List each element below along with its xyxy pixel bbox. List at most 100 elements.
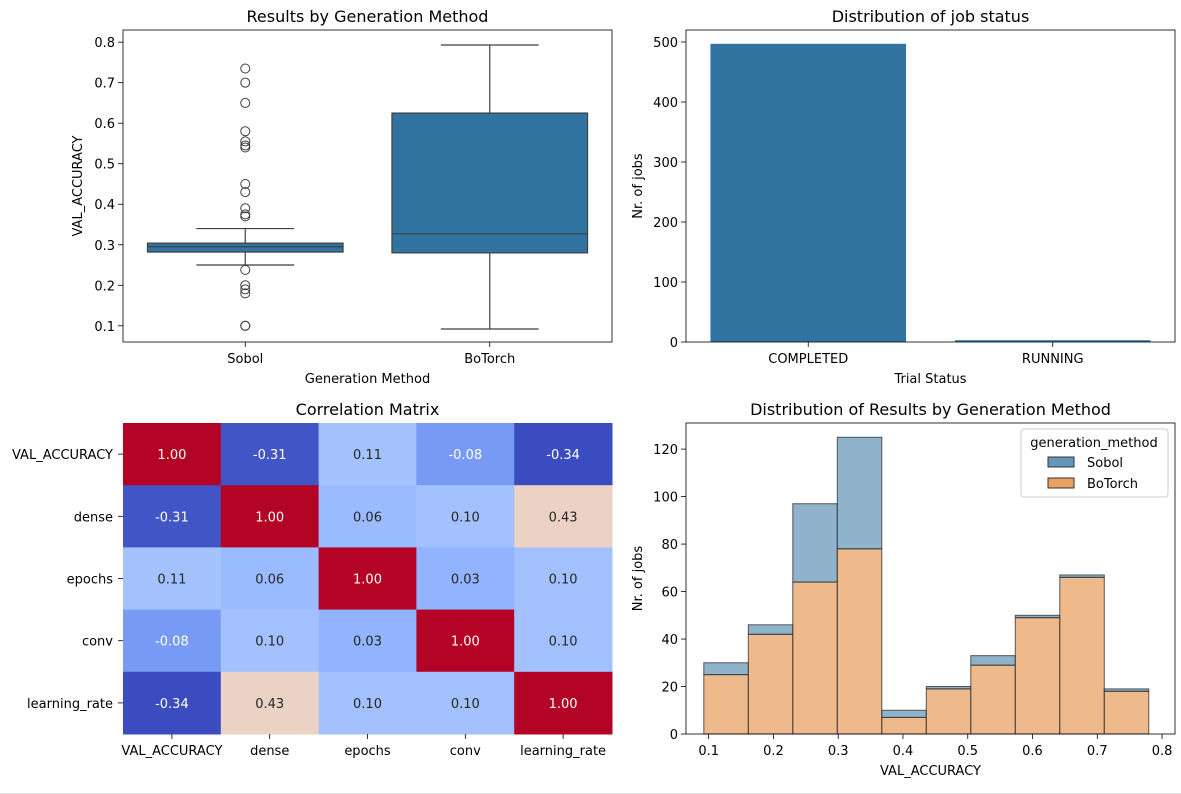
- hist-bar-botorch: [881, 716, 927, 735]
- x-tick-label: 0.7: [1087, 744, 1108, 759]
- x-tick-label: 0.5: [957, 744, 978, 759]
- x-axis-label: VAL_ACCURACY: [880, 764, 981, 779]
- y-tick-label: 100: [653, 491, 678, 506]
- y-tick-label: 0.4: [94, 198, 115, 213]
- heatmap-cell: [416, 547, 515, 611]
- heatmap-cell: [318, 547, 417, 611]
- heatmap-cell-label: 0.11: [353, 448, 382, 463]
- heatmap-cell: [220, 485, 320, 548]
- y-tick-label: 400: [653, 96, 678, 111]
- heatmap-cell-label: -0.34: [546, 448, 580, 463]
- y-tick-label: dense: [74, 510, 113, 525]
- outlier-point: [240, 288, 251, 299]
- heatmap-cell-label: -0.31: [155, 510, 189, 525]
- x-tick-label: dense: [250, 744, 289, 759]
- outlier-point: [240, 63, 251, 74]
- outlier-point: [240, 211, 251, 222]
- legend-label-botorch: BoTorch: [1087, 477, 1138, 492]
- heatmap-cell: [123, 671, 222, 735]
- bar-completed: [710, 43, 907, 343]
- heatmap-cell-label: 0.11: [157, 573, 186, 588]
- hist-bar-botorch: [703, 674, 749, 735]
- axes-frame: [685, 422, 1176, 735]
- outlier-point: [240, 77, 251, 88]
- hist-bar-botorch: [1014, 617, 1061, 735]
- hist-bar-botorch: [792, 581, 838, 735]
- heatmap-cell: [123, 423, 222, 486]
- legend-swatch-botorch: [1047, 477, 1075, 489]
- heatmap-cell-label: 0.10: [549, 573, 578, 588]
- hist-bar-sobol: [1014, 614, 1061, 619]
- y-tick-label: 0.1: [94, 320, 115, 335]
- x-tick-label: 0.8: [1152, 744, 1173, 759]
- y-tick-label: 200: [653, 216, 678, 231]
- y-tick-label: 0.3: [94, 239, 115, 254]
- heatmap-cell-label: 1.00: [353, 573, 382, 588]
- heatmap-cell: [318, 423, 417, 486]
- y-tick-label: 120: [653, 443, 678, 458]
- hist-bar-sobol: [925, 686, 972, 690]
- y-tick-label: learning_rate: [27, 697, 113, 712]
- heatmap-cell: [318, 671, 417, 735]
- y-tick-label: 80: [661, 538, 678, 553]
- chart-title: Correlation Matrix: [296, 400, 440, 419]
- x-tick-label: epochs: [344, 744, 391, 759]
- heatmap-cell-label: 0.10: [549, 635, 578, 650]
- x-tick-label: 0.6: [1022, 744, 1043, 759]
- legend-swatch-sobol: [1047, 456, 1075, 468]
- x-tick-label: 0.2: [763, 744, 784, 759]
- heatmap-cell: [416, 609, 515, 673]
- x-tick-label: BoTorch: [464, 352, 515, 367]
- heatmap-cell-label: 0.43: [255, 697, 284, 712]
- y-tick-label: 60: [661, 586, 678, 601]
- heatmap-cell-label: 0.03: [353, 635, 382, 650]
- correlation-heatmap-panel: Correlation Matrix 1.00 -0.31 0.11 -0.08 -0.3…: [12, 400, 613, 759]
- heatmap-cell-label: 0.03: [451, 573, 480, 588]
- legend-title: generation_method: [1030, 436, 1157, 451]
- heatmap-cell-label: -0.31: [253, 448, 287, 463]
- heatmap-cell-label: 1.00: [255, 510, 284, 525]
- heatmap-cell: [416, 423, 515, 486]
- hist-bar-sobol: [881, 709, 927, 718]
- x-tick-label: 0.4: [893, 744, 914, 759]
- boxplot-panel: Results by Generation Method 0.1 0.2 0.3 0.4…: [71, 7, 613, 387]
- histogram-panel: Distribution of Results by Generation Me…: [631, 400, 1176, 779]
- heatmap-cell: [123, 547, 222, 611]
- heatmap-cell-label: 1.00: [549, 697, 578, 712]
- outlier-point: [240, 320, 251, 331]
- x-tick-label: RUNNING: [1022, 352, 1084, 367]
- hist-bar-botorch: [836, 548, 883, 735]
- heatmap-cell: [220, 671, 320, 735]
- y-tick-label: 0: [670, 728, 678, 743]
- heatmap-cell-label: -0.08: [155, 635, 189, 650]
- axes-frame: [685, 29, 1176, 343]
- heatmap-cell: [220, 423, 320, 486]
- heatmap-cell-label: 0.10: [353, 697, 382, 712]
- outlier-point: [240, 264, 251, 275]
- hist-bar-sobol: [1059, 574, 1105, 578]
- heatmap-cell: [318, 609, 417, 673]
- x-tick-label: learning_rate: [520, 744, 606, 759]
- outlier-point: [240, 209, 251, 220]
- hist-bar-sobol: [747, 624, 794, 635]
- heatmap-cell-label: 0.06: [353, 510, 382, 525]
- y-tick-label: 500: [653, 36, 678, 51]
- box-sobol: [146, 242, 344, 253]
- hist-bar-sobol: [1103, 688, 1150, 692]
- y-tick-label: 0.8: [94, 36, 115, 51]
- x-tick-label: 0.3: [828, 744, 849, 759]
- y-tick-label: 0.6: [94, 117, 115, 132]
- hist-bar-sobol: [792, 503, 838, 583]
- heatmap-cell-label: -0.34: [155, 697, 189, 712]
- outlier-point: [240, 142, 251, 153]
- hist-bar-botorch: [747, 633, 794, 735]
- heatmap-cell: [416, 485, 515, 548]
- heatmap-cell: [220, 609, 320, 673]
- chart-title: Distribution of Results by Generation Me…: [750, 400, 1111, 419]
- heatmap-cell-label: 0.10: [451, 697, 480, 712]
- y-tick-label: 300: [653, 156, 678, 171]
- x-axis-label: Generation Method: [305, 372, 430, 387]
- hist-bar-sobol: [836, 436, 883, 550]
- chart-title: Distribution of job status: [832, 7, 1030, 26]
